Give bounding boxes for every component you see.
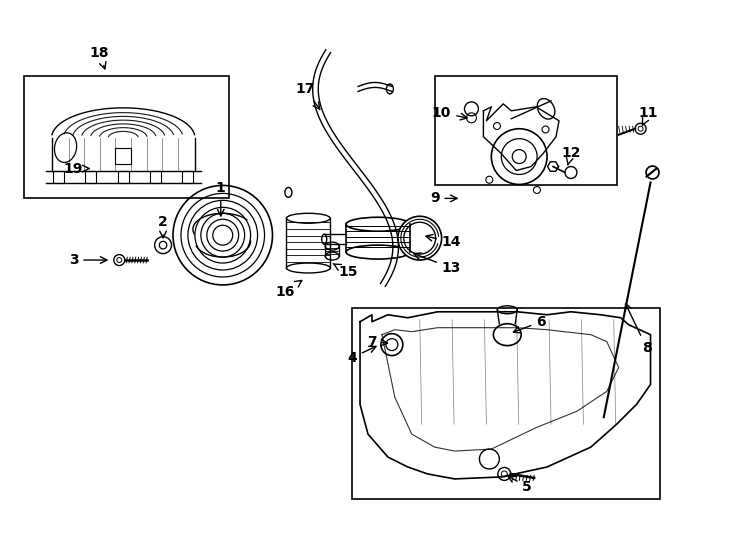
Text: 17: 17 <box>296 82 320 109</box>
Ellipse shape <box>325 252 339 260</box>
Text: 7: 7 <box>367 335 388 349</box>
Bar <box>352 308 661 499</box>
Text: 6: 6 <box>513 315 546 333</box>
Bar <box>85 171 96 184</box>
Text: 14: 14 <box>426 234 461 249</box>
Circle shape <box>155 237 172 254</box>
Text: 5: 5 <box>508 476 532 494</box>
Bar <box>117 171 128 184</box>
Bar <box>150 171 161 184</box>
Text: 3: 3 <box>69 253 107 267</box>
Text: 1: 1 <box>216 181 225 216</box>
Text: 9: 9 <box>430 191 457 205</box>
Bar <box>53 171 64 184</box>
Ellipse shape <box>346 245 410 259</box>
Text: 19: 19 <box>64 161 90 176</box>
Text: 8: 8 <box>625 304 652 355</box>
Text: 12: 12 <box>562 146 581 165</box>
Circle shape <box>498 468 511 481</box>
Bar <box>183 171 193 184</box>
Text: 10: 10 <box>432 106 468 120</box>
Text: 15: 15 <box>333 264 358 279</box>
Ellipse shape <box>346 217 410 231</box>
Circle shape <box>398 217 442 260</box>
Text: 11: 11 <box>639 106 658 125</box>
Bar <box>435 76 617 185</box>
Circle shape <box>114 254 125 266</box>
Ellipse shape <box>325 242 339 250</box>
Ellipse shape <box>286 213 330 223</box>
Text: 2: 2 <box>159 215 168 238</box>
Bar <box>23 76 229 198</box>
Bar <box>115 147 131 164</box>
Circle shape <box>381 334 403 355</box>
Text: 4: 4 <box>347 346 376 364</box>
Text: 16: 16 <box>276 280 302 299</box>
Text: 13: 13 <box>414 253 461 275</box>
Ellipse shape <box>286 263 330 273</box>
Circle shape <box>635 123 646 134</box>
Text: 18: 18 <box>90 46 109 69</box>
